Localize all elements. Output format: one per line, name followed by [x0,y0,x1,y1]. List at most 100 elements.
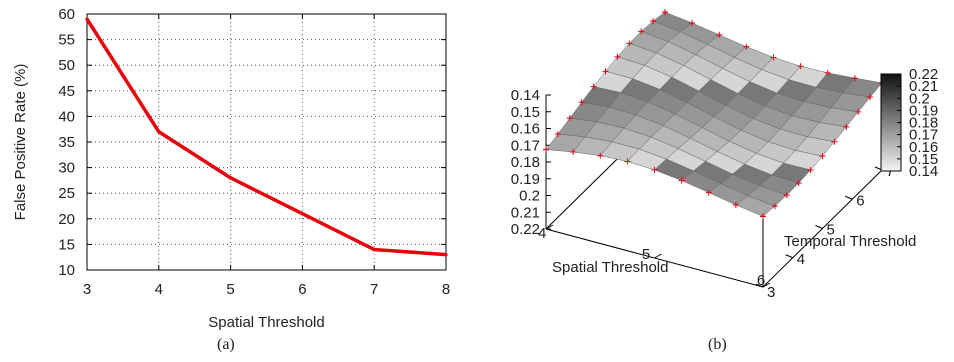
z-tick-label: 0.15 [511,104,540,121]
colorbar-tick-label: 0.18 [909,115,938,132]
y-axis-label: False Positive Rate (%) [12,64,29,221]
surface-marker [760,213,766,220]
surface-marker [662,9,668,16]
x-tick-label: 6 [298,281,306,298]
y-tick-label: 35 [58,134,75,151]
y-tick-label: 10 [58,262,75,279]
x-tick-label: 7 [370,281,378,298]
colorbar-tick-label: 0.22 [909,66,938,83]
surface-marker [566,115,573,122]
z-tick-label: 0.16 [511,121,540,138]
z-tick-label: 0.19 [511,171,540,188]
y-tick-label: 20 [58,211,75,228]
surface-marker [705,189,712,196]
colorbar-tick-label: 0.19 [909,102,938,119]
y-tick [845,195,853,200]
y-tick-label: 4 [797,251,805,268]
series-line [85,18,447,257]
y-axis-label: Temporal Threshold [784,233,916,250]
surface-marker [843,123,850,130]
surface-marker [678,177,685,184]
surface-marker [732,201,739,208]
surface-chart: 0.140.150.160.170.180.190.20.210.22456Sp… [511,9,938,301]
panel-b: 0.14 0.15 0.16 0.17 0.18 0.19 0.2 0.21 0.22 4 5 6 Sp… [478,0,954,362]
surface-marker [590,83,597,90]
x-tick-label: 5 [226,281,234,298]
plot-frame [86,13,447,271]
y-tick-label: 45 [58,83,75,100]
z-tick-label: 0.17 [511,137,540,154]
y-tick-label: 5 [827,222,835,239]
surface-marker [602,68,609,75]
surface-marker [716,31,723,38]
surface-marker [855,108,862,115]
y-tick-label: 25 [58,185,75,202]
x-tick-label: 6 [757,272,765,289]
surface-marker [570,148,577,155]
z-tick-label: 0.18 [511,154,540,171]
surface-marker [770,54,777,61]
surface-marker [624,158,631,165]
surface-marker [795,180,802,187]
x-tick [762,282,771,288]
data-point [85,17,89,21]
surface-marker [543,146,549,153]
surface-marker [743,43,750,50]
y-tick [785,254,793,259]
z-tick-label: 0.22 [511,221,540,238]
surface-marker [771,203,778,210]
panel-a: 3 4 5 6 7 8 10 15 20 25 30 35 40 45 50 55 60 Spatial Thre… [0,0,470,362]
x-axis-label: Spatial Threshold [208,314,324,331]
colorbar-tick-label: 0.16 [909,139,938,156]
y-tick [755,283,764,288]
y-tick-label: 40 [58,108,75,125]
surface-marker [651,166,658,173]
z-tick-label: 0.14 [511,87,540,104]
surface-marker [578,99,585,106]
y-tick-label: 50 [58,57,75,74]
colorbar-tick-label: 0.14 [909,163,938,180]
y-tick-label: 15 [58,236,75,253]
z-tick-label: 0.21 [511,204,540,221]
y-tick-label: 3 [767,284,775,301]
z-tick-label: 0.2 [519,188,540,205]
data-point [157,130,161,134]
surface-marker [650,18,657,25]
x-tick-label: 4 [538,225,546,242]
surface-marker [597,152,604,159]
y-tick-label: 55 [58,32,75,49]
data-point [229,176,233,180]
surface-marker [824,69,831,76]
surface-marker [626,40,633,47]
x-tick-label: 8 [442,281,450,298]
x-tick [654,253,662,259]
x-axis-label: Spatial Threshold [552,259,668,276]
surface-marker [614,53,621,60]
colorbar-tick-label: 0.15 [909,151,938,168]
y-tick-label: 6 [856,192,864,209]
surface-marker [689,19,696,26]
surface-marker [638,28,645,35]
surface-marker [819,153,826,160]
y-tick-label: 60 [58,6,75,23]
caption-b: (b) [708,336,727,353]
x-tick [545,224,554,230]
surface-marker [867,94,874,101]
x-tick-label: 4 [155,281,163,298]
data-point [372,247,376,252]
colorbar-tick-label: 0.2 [909,90,930,107]
y-tick [815,225,823,229]
surface-marker [851,75,858,82]
surface-marker [807,167,814,174]
data-point [300,212,304,216]
colorbar-tick-label: 0.21 [909,78,938,95]
x-tick-label: 5 [642,246,650,263]
surface-marker [554,130,561,137]
data-point [444,253,448,257]
surface-marker [783,192,790,199]
y-tick-label: 30 [58,160,75,177]
caption-a: (a) [217,336,235,353]
surface-marker [831,138,838,145]
x-tick-label: 3 [83,281,91,298]
